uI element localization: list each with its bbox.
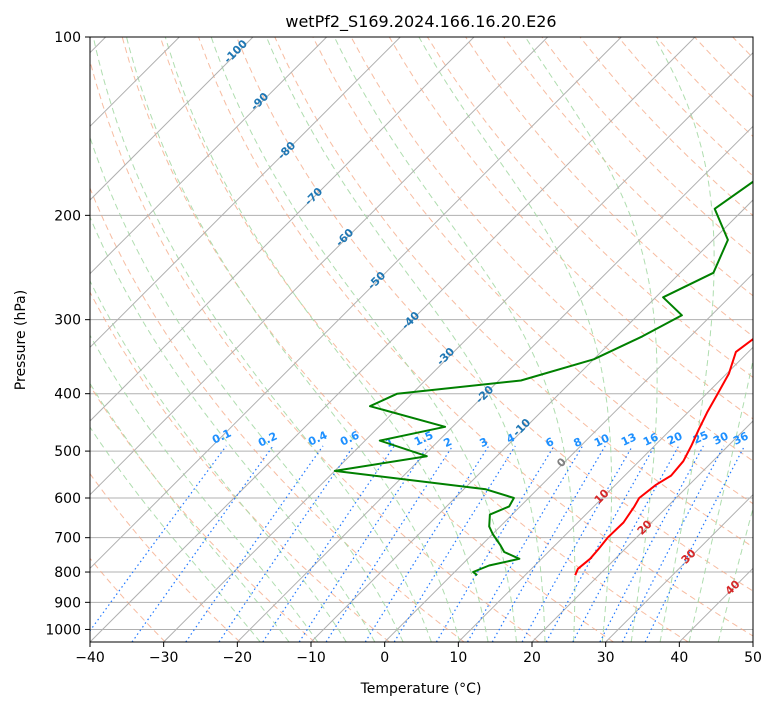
moist-adiabat-line (90, 426, 261, 642)
sounding-traces (333, 180, 753, 576)
mixing-ratio-line (572, 445, 680, 642)
dry-adiabat-line (90, 186, 465, 642)
x-tick-label: 10 (449, 650, 467, 666)
plot-area: -100-90-80-70-60-50-40-30-20-100.1 0.2 0.4… (90, 37, 753, 642)
mixing-ratio-label: 25 (691, 428, 710, 446)
x-tick-label: 30 (597, 650, 615, 666)
mixing-ratio-line (435, 445, 555, 642)
dry-adiabat-line (350, 37, 753, 462)
moist-adiabat-line (333, 37, 576, 642)
moist-adiabat-line (688, 358, 753, 642)
isotherm-line (457, 346, 753, 642)
mixing-ratio-label: 36 (731, 429, 751, 447)
y-tick-label: 100 (54, 30, 81, 46)
dry-adiabat-line (274, 37, 753, 548)
mixing-ratio-label: 16 (641, 430, 661, 448)
mixing-ratio-line (521, 445, 634, 642)
y-tick-label: 400 (54, 387, 81, 403)
y-tick-label: 200 (54, 208, 81, 224)
moist-adiabat-line (418, 37, 613, 642)
x-tick-label: −20 (223, 650, 253, 666)
mixing-ratio-label: 13 (619, 430, 638, 448)
y-tick-label: 700 (54, 531, 81, 547)
moist-adiabat-line (653, 37, 715, 642)
dry-adiabat-line (121, 37, 614, 642)
x-tick-label: 0 (380, 650, 389, 666)
dry-adiabat-line (90, 472, 241, 642)
plot-frame (89, 36, 754, 643)
isotherm-line (310, 199, 753, 642)
dry-adiabat-line (159, 37, 689, 642)
isotherm-line (90, 37, 622, 570)
isotherm-line (90, 37, 696, 642)
y-tick-label: 600 (54, 491, 81, 507)
dewpoint-trace (333, 180, 753, 576)
temperature-trace (574, 337, 753, 576)
y-axis-ticks: 100 200 300 400 500 600 700 800 900 1000 (45, 30, 90, 638)
dry-adiabat-line (426, 37, 753, 378)
moist-adiabat-line (266, 37, 546, 642)
isotherm-line (90, 37, 475, 422)
dry-adiabat-line (90, 59, 540, 642)
isotherm-line (90, 37, 254, 201)
y-tick-label: 1000 (45, 622, 81, 638)
dry-adiabat-line (236, 37, 753, 592)
moist-adiabat-line (164, 37, 489, 642)
x-axis-ticks: −40 −30 −20 −10 0 10 20 30 40 50 (75, 642, 762, 666)
x-tick-label: 40 (670, 650, 688, 666)
x-tick-label: 20 (523, 650, 541, 666)
moist-adiabat-line (90, 382, 290, 642)
mixing-ratio-line (325, 445, 454, 642)
mixing-ratio-lines (90, 445, 746, 642)
mixing-ratio-line (298, 445, 429, 642)
x-tick-label: 50 (744, 650, 762, 666)
moist-adiabat-line (90, 334, 319, 642)
y-axis-title: Pressure (hPa) (13, 290, 29, 390)
dry-adiabat-line (465, 37, 753, 338)
isotherm-line (384, 272, 753, 642)
mixing-ratio-line (545, 445, 656, 642)
mixing-ratio-label: 10 (592, 431, 612, 449)
chart-title: wetPf2_S169.2024.166.16.20.E26 (285, 12, 556, 32)
isotherm-line (90, 37, 401, 349)
x-tick-label: −40 (75, 650, 105, 666)
dry-adiabat-line (503, 37, 753, 297)
y-tick-label: 900 (54, 595, 81, 611)
moist-adiabat-line (717, 506, 753, 642)
y-tick-label: 500 (54, 444, 81, 460)
dry-adiabat-line (388, 37, 753, 420)
dry-adiabat-line (90, 384, 316, 642)
pressure-gridlines (90, 37, 753, 630)
isotherm-line (605, 493, 753, 642)
isotherm-line (531, 420, 753, 642)
x-tick-label: −30 (149, 650, 179, 666)
isotherm-line (163, 51, 753, 642)
mixing-ratio-line (364, 445, 490, 642)
x-axis-title: Temperature (°C) (360, 681, 482, 697)
mixing-ratio-line (393, 445, 516, 642)
moist-adiabat-line (90, 279, 347, 642)
dry-adiabat-line (90, 291, 390, 642)
moist-adiabat-line (92, 37, 432, 642)
mixing-ratio-line (262, 445, 395, 642)
isotherm-line (236, 125, 753, 642)
isotherm-line (90, 37, 549, 496)
mixing-ratio-line (491, 445, 606, 642)
x-tick-label: −10 (296, 650, 326, 666)
mixing-ratio-line (466, 445, 584, 642)
dry-adiabat-line (312, 37, 753, 505)
mixing-ratio-label: 30 (711, 429, 731, 447)
isotherm-line (90, 37, 328, 275)
y-tick-label: 300 (54, 313, 81, 329)
mixing-ratio-label: 20 (665, 429, 685, 447)
isotherms (90, 37, 753, 642)
y-tick-label: 800 (54, 565, 81, 581)
moist-adiabat-line (524, 37, 658, 642)
